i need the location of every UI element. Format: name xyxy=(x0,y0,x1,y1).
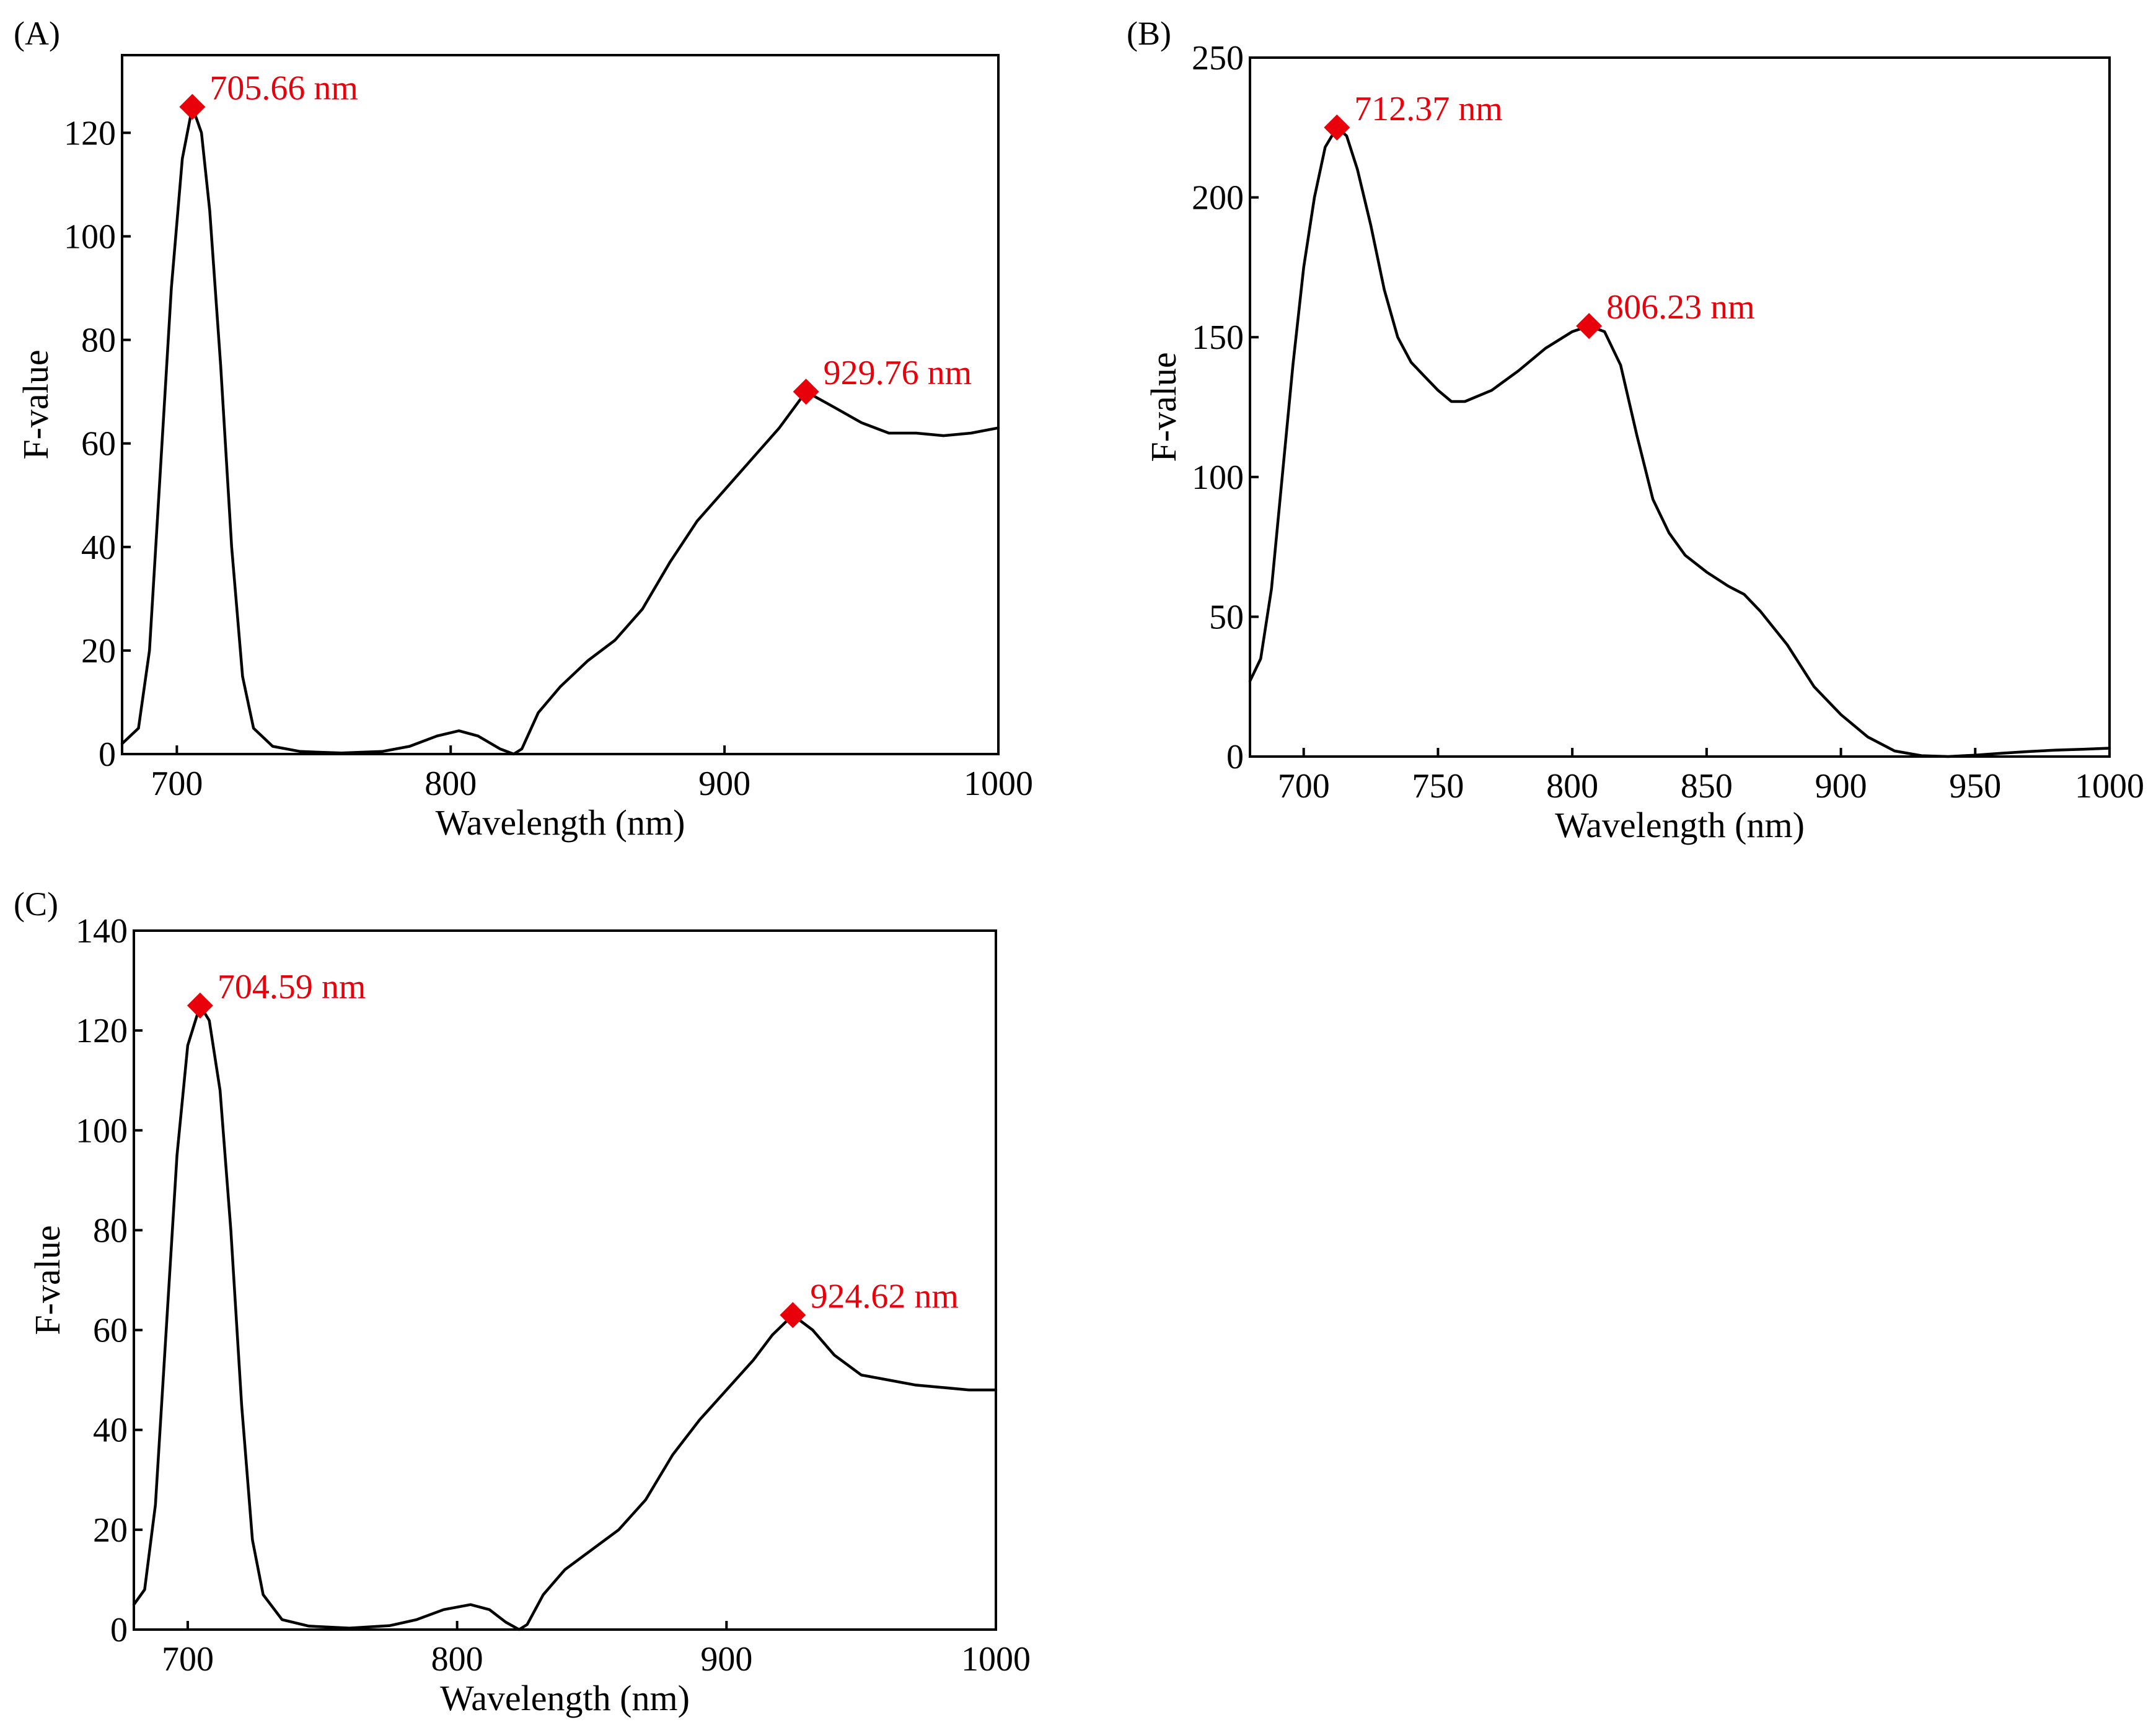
y-tick-label: 150 xyxy=(1192,318,1244,357)
peak-marker xyxy=(1324,114,1350,141)
x-tick-label: 900 xyxy=(700,1640,752,1679)
data-curve-line xyxy=(120,105,1000,756)
y-tick-label: 120 xyxy=(76,1012,128,1050)
x-tick-label: 800 xyxy=(431,1640,483,1679)
y-tick-label: 40 xyxy=(93,1411,128,1450)
x-tick-label: 800 xyxy=(1546,767,1598,805)
peak-label: 806.23 nm xyxy=(1606,288,1755,327)
x-tick-label: 700 xyxy=(1278,767,1330,805)
plot-frame xyxy=(121,54,1000,755)
plot-frame xyxy=(133,929,997,1631)
x-tick-label: 1000 xyxy=(964,765,1033,803)
peak-label: 704.59 nm xyxy=(218,968,366,1006)
y-tick-label: 200 xyxy=(1192,179,1244,217)
x-tick-label: 900 xyxy=(698,765,750,803)
y-tick-label: 60 xyxy=(93,1312,128,1350)
panel-label: (C) xyxy=(14,885,58,923)
x-tick-label: 1000 xyxy=(961,1640,1031,1679)
x-tick-label: 1000 xyxy=(2075,767,2144,805)
x-tick-label: 800 xyxy=(425,765,477,803)
peak-label: 929.76 nm xyxy=(824,354,972,392)
y-tick-label: 0 xyxy=(99,735,116,774)
y-tick-label: 80 xyxy=(81,322,116,360)
y-tick-label: 20 xyxy=(93,1511,128,1550)
y-tick-label: 0 xyxy=(110,1611,128,1649)
y-axis-title: F-value xyxy=(15,349,56,459)
peak-label: 705.66 nm xyxy=(209,69,358,108)
peak-marker xyxy=(780,1302,806,1328)
plot-frame xyxy=(1249,56,2111,758)
y-axis-title: F-value xyxy=(1143,352,1184,462)
peak-marker xyxy=(793,379,819,405)
y-tick-label: 100 xyxy=(64,217,116,256)
peak-marker xyxy=(179,94,206,120)
x-tick-label: 900 xyxy=(1815,767,1867,805)
y-tick-label: 80 xyxy=(93,1211,128,1250)
x-tick-label: 700 xyxy=(162,1640,214,1679)
x-axis-title: Wavelength (nm) xyxy=(440,1678,690,1718)
x-tick-label: 950 xyxy=(1949,767,2001,805)
y-tick-label: 40 xyxy=(81,529,116,567)
data-curve-line xyxy=(1248,126,2111,758)
peak-marker xyxy=(1576,313,1603,340)
data-curve-line xyxy=(132,1004,998,1631)
peak-label: 924.62 nm xyxy=(810,1277,959,1315)
y-axis-title: F-value xyxy=(27,1225,68,1335)
x-tick-label: 850 xyxy=(1681,767,1733,805)
x-axis-title: Wavelength (nm) xyxy=(436,802,685,843)
chart-panel-b: (B) 700 750 800 850 900 950 1000 0 50 100 150 200 250… xyxy=(1127,15,2144,845)
x-tick-label: 700 xyxy=(151,765,203,803)
panel-label: (A) xyxy=(14,15,60,52)
y-tick-label: 120 xyxy=(64,114,116,152)
chart-panel-a: (A) 700 800 900 1000 0 20 40 60 80 100 120 Wavelengt… xyxy=(14,15,1033,843)
y-tick-label: 100 xyxy=(1192,459,1244,497)
y-tick-label: 50 xyxy=(1209,598,1244,636)
y-tick-label: 60 xyxy=(81,425,116,463)
y-tick-label: 250 xyxy=(1192,39,1244,77)
y-tick-label: 100 xyxy=(76,1112,128,1150)
peak-marker xyxy=(187,992,213,1019)
peak-label: 712.37 nm xyxy=(1354,90,1503,128)
chart-panel-c: (C) 700 800 900 1000 0 20 40 60 80 100 120 140 Wavele… xyxy=(14,885,1031,1718)
x-axis-title: Wavelength (nm) xyxy=(1555,805,1805,845)
x-tick-label: 750 xyxy=(1412,767,1464,805)
y-tick-label: 20 xyxy=(81,632,116,670)
y-tick-label: 140 xyxy=(76,912,128,950)
y-tick-label: 0 xyxy=(1226,738,1244,776)
panel-label: (B) xyxy=(1127,15,1171,52)
